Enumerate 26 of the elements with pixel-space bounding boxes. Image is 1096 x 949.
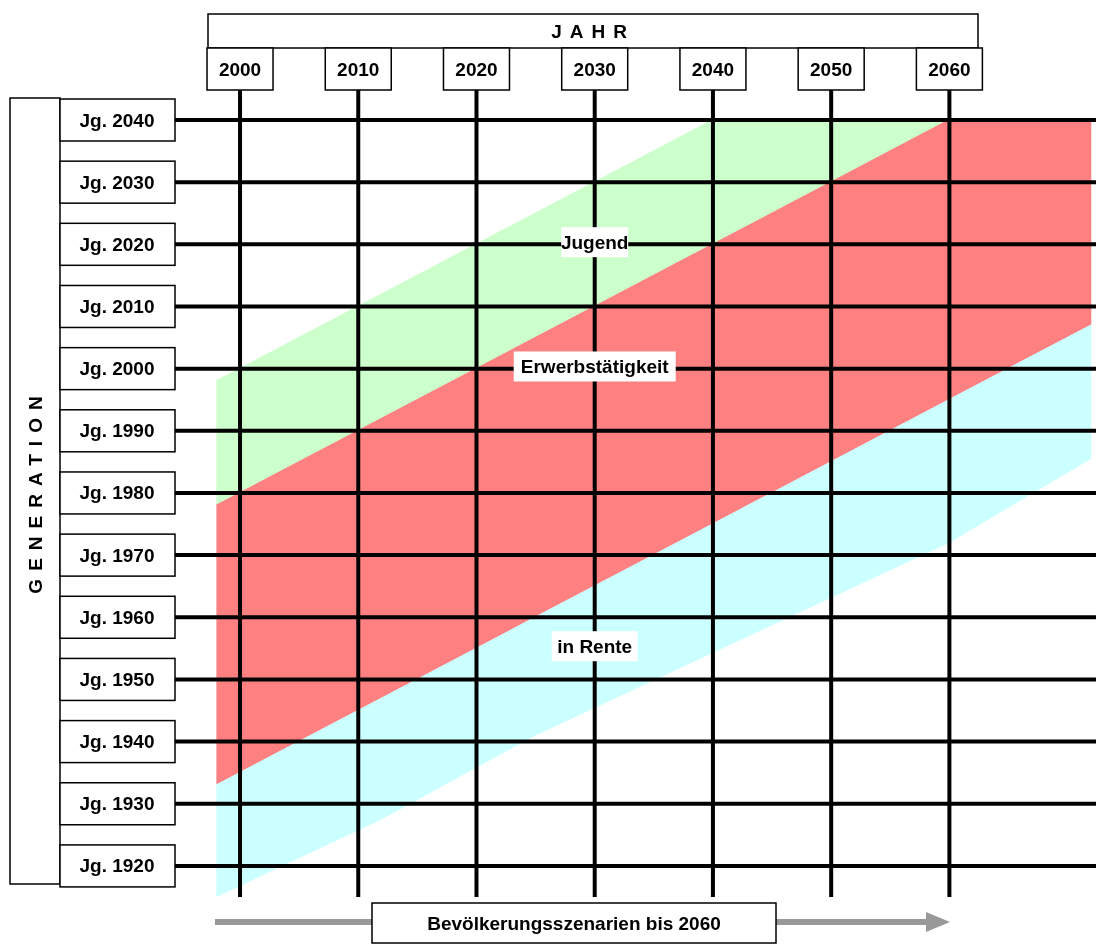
y-tick-label: Jg. 1990 — [79, 420, 155, 442]
y-axis-title: GENERATION — [24, 388, 46, 594]
y-tick-label: Jg. 2000 — [79, 358, 155, 380]
text: Bevölkerungsszenarien bis 2060 — [427, 912, 721, 934]
y-tick-label: Jg. 1940 — [79, 731, 155, 753]
x-axis-title: JAHR — [551, 20, 635, 42]
x-tick-label: 2000 — [218, 58, 262, 80]
y-tick-label: Jg. 2040 — [79, 109, 155, 131]
y-tick-label: Jg. 1920 — [79, 855, 155, 877]
y-tick-label: Jg. 1970 — [79, 544, 155, 566]
y-tick-label: Jg. 1960 — [79, 606, 155, 628]
x-tick-label: 2040 — [691, 58, 735, 80]
x-tick-label: 2050 — [810, 58, 853, 80]
y-tick-label: Jg. 1980 — [79, 482, 155, 504]
x-tick-label: 2030 — [573, 58, 616, 80]
y-tick-label: Jg. 2030 — [79, 171, 155, 193]
y-tick-label: Jg. 2010 — [79, 295, 155, 317]
x-tick-label: 2020 — [455, 58, 498, 80]
y-tick-label: Jg. 1930 — [79, 793, 155, 815]
y-tick-label: Jg. 1950 — [79, 668, 155, 690]
x-tick-label: 2060 — [928, 58, 971, 80]
y-tick-label: Jg. 2020 — [79, 233, 155, 255]
series-label: Jugend — [560, 231, 629, 253]
series-label: Erwerbstätigkeit — [520, 355, 670, 377]
x-tick-label: 2010 — [337, 58, 380, 80]
series-label: in Rente — [557, 635, 633, 657]
